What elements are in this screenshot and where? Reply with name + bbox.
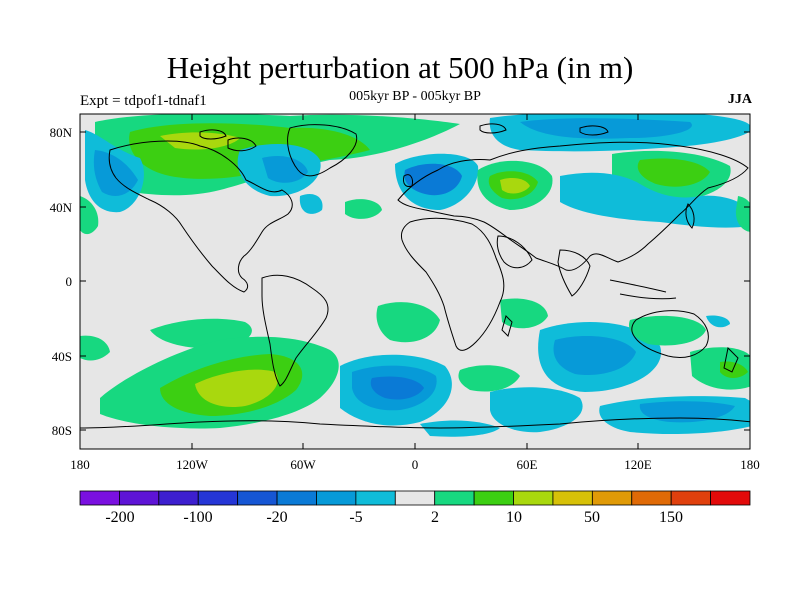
x-tick-label: 120E	[624, 457, 652, 472]
colorbar-swatch	[355, 490, 396, 506]
anomaly-atlantic-green	[345, 199, 382, 219]
anomaly-west-edge-green	[80, 196, 99, 235]
colorbar-swatch	[276, 490, 317, 506]
chart-subtitle: 005kyr BP - 005kyr BP	[349, 89, 481, 104]
colorbar-label: 50	[584, 509, 600, 526]
colorbar-swatch	[670, 490, 711, 506]
anomaly-antarctic-blue	[639, 401, 735, 423]
colorbar-label: 10	[506, 509, 522, 526]
coast-india	[557, 249, 591, 297]
y-tick-label: 80S	[52, 423, 72, 438]
coast-uk	[403, 174, 413, 187]
y-tick-label: 0	[66, 274, 73, 289]
x-tick-label: 180	[70, 457, 90, 472]
anomaly-hudson-cyan	[299, 193, 323, 214]
anomaly-south-cyan-low	[420, 420, 500, 437]
coast-australia	[631, 310, 709, 359]
colorbar-label: -100	[183, 509, 212, 526]
x-tick-label: 60W	[290, 457, 316, 472]
anomaly-greenland-blue	[262, 155, 308, 183]
anomaly-south-deep-blue	[370, 376, 424, 400]
coast-japan	[685, 203, 695, 229]
season-label: JJA	[727, 92, 752, 107]
x-tick-label: 0	[412, 457, 419, 472]
anomaly-atl-south-green	[458, 365, 520, 392]
anomaly-atlantic-blue	[93, 150, 138, 196]
anomaly-indian-blue	[553, 336, 636, 376]
colorbar-label: -5	[349, 509, 362, 526]
coast-madagascar	[501, 315, 513, 337]
colorbar-swatch	[316, 490, 357, 506]
y-tick-label: 80N	[50, 125, 73, 140]
colorbar-swatch	[434, 490, 475, 506]
anomaly-indian-green	[376, 302, 440, 343]
colorbar-label: 150	[659, 509, 683, 526]
axis-ticks	[79, 114, 751, 449]
colorbar-swatch	[513, 490, 554, 506]
colorbar-swatch	[394, 490, 436, 506]
colorbar-label: 2	[431, 509, 439, 526]
anomaly-siberia-cyan	[560, 172, 750, 228]
anomaly-east-edge-green	[735, 196, 750, 232]
anomaly-arctic-east-blue	[520, 118, 692, 139]
experiment-label: Expt = tdpof1-tdnaf1	[80, 93, 207, 109]
colorbar-swatch	[473, 490, 514, 506]
coast-indonesia	[609, 279, 677, 300]
y-tick-label: 40S	[52, 349, 72, 364]
colorbar-label: -20	[266, 509, 287, 526]
chart-title: Height perturbation at 500 hPa (in m)	[166, 50, 634, 85]
colorbar-swatch	[197, 490, 239, 506]
coast-greenland	[287, 124, 358, 177]
colorbar-swatch	[158, 490, 199, 506]
colorbar-swatch	[631, 490, 672, 506]
colorbar-swatch	[79, 490, 120, 506]
anomaly-siberia-lime	[637, 158, 710, 187]
colorbar-swatch	[710, 490, 751, 506]
x-tick-label: 120W	[176, 457, 209, 472]
anomaly-atl-south-cyan	[490, 387, 583, 433]
anomaly-east-lime	[720, 361, 748, 378]
colorbar-swatch	[552, 490, 593, 506]
x-tick-label: 60E	[517, 457, 538, 472]
coast-africa	[401, 217, 505, 351]
anomaly-eurasia-blue	[404, 163, 462, 196]
colorbar-swatch	[237, 490, 278, 506]
x-tick-label: 180	[740, 457, 760, 472]
anomaly-field	[80, 114, 750, 437]
anomaly-tasman-cyan	[706, 315, 730, 328]
coast-antarctica	[80, 417, 750, 429]
colorbar-swatch	[591, 490, 633, 506]
anomaly-caspian-yellow	[500, 178, 530, 194]
coast-north-america	[108, 140, 293, 293]
anomaly-ind-green-2	[500, 298, 548, 329]
coast-new-zealand	[723, 346, 739, 373]
coastlines	[80, 123, 750, 429]
anomaly-west-green-small	[80, 335, 110, 361]
anomaly-south-yellow	[195, 369, 278, 408]
anomaly-aus-green	[628, 315, 706, 346]
coast-arctic-islands	[199, 123, 609, 152]
colorbar-swatch	[119, 490, 160, 506]
coast-eurasia	[397, 141, 749, 271]
anomaly-arctic-yellow	[160, 132, 240, 150]
coast-south-america	[261, 274, 329, 387]
colorbar	[79, 490, 751, 506]
y-tick-label: 40N	[50, 200, 73, 215]
coast-arabia	[496, 235, 533, 269]
colorbar-label: -200	[105, 509, 134, 526]
